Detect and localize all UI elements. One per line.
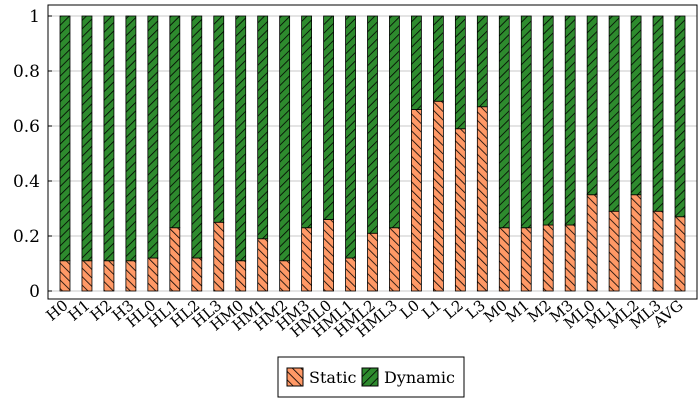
legend-box: [277, 356, 465, 398]
plot-frame: [47, 4, 698, 300]
bar-dynamic-hl3: [213, 15, 225, 223]
bar-dynamic-h3: [125, 15, 137, 262]
bar-dynamic-hl0: [147, 15, 159, 259]
y-tick-label: 0.6: [13, 117, 40, 137]
bar-dynamic-ml1: [608, 15, 620, 212]
bar-static-l1: [432, 100, 444, 292]
legend: Static Dynamic: [277, 356, 465, 398]
bar-dynamic-h1: [81, 15, 93, 262]
y-tick-label: 0.2: [13, 227, 40, 247]
bar-dynamic-avg: [674, 15, 686, 218]
y-tick-label: 1: [29, 7, 40, 27]
bar-dynamic-m3: [564, 15, 576, 226]
bar-static-l2: [454, 128, 466, 292]
bar-dynamic-l3: [476, 15, 488, 108]
bar-static-h0: [59, 260, 71, 292]
y-tick-label: 0.8: [13, 62, 40, 82]
bar-static-ml3: [652, 210, 664, 292]
bar-static-hl3: [213, 221, 225, 292]
bar-static-hm0: [235, 260, 247, 292]
bar-dynamic-hm0: [235, 15, 247, 262]
legend-swatch-dynamic: [361, 367, 379, 387]
bars: [59, 15, 686, 292]
bar-static-h3: [125, 260, 137, 292]
bar-static-hl0: [147, 257, 159, 292]
bar-static-avg: [674, 216, 686, 292]
legend-swatch-static: [286, 367, 304, 387]
bar-dynamic-m1: [520, 15, 532, 229]
bar-dynamic-hl1: [169, 15, 181, 229]
bar-static-hm1: [257, 238, 269, 292]
x-axis-labels: H0H1H2H3HL0HL1HL2HL3HM0HM1HM2HM3HML0HML1…: [43, 296, 687, 341]
bar-dynamic-m2: [542, 15, 554, 226]
bar-static-l0: [411, 109, 422, 292]
bar-dynamic-ml0: [586, 15, 598, 196]
bar-static-ml1: [608, 210, 620, 292]
bar-dynamic-ml3: [652, 15, 664, 212]
y-tick-label: 0: [29, 282, 40, 302]
bar-static-hm3: [301, 227, 313, 292]
bar-static-hml0: [323, 219, 334, 292]
legend-label-static: Static: [309, 368, 356, 387]
bar-dynamic-hm1: [257, 15, 269, 240]
bar-dynamic-hm2: [279, 15, 291, 262]
bar-static-hml2: [367, 232, 378, 292]
bar-dynamic-l2: [454, 15, 466, 130]
bar-static-ml0: [586, 194, 598, 292]
bar-static-hml1: [345, 257, 356, 292]
bar-static-m3: [564, 224, 576, 292]
bar-dynamic-hml3: [389, 15, 400, 229]
y-axis: 0 0.2 0.4 0.6 0.8 1: [13, 7, 52, 302]
bar-static-hm2: [279, 260, 291, 292]
bar-static-hl2: [191, 257, 203, 292]
bar-static-hl1: [169, 227, 181, 292]
bar-static-m0: [498, 227, 510, 292]
bar-dynamic-hl2: [191, 15, 203, 259]
bar-dynamic-hml0: [323, 15, 334, 220]
bar-dynamic-l1: [432, 15, 444, 102]
bar-static-l3: [476, 106, 488, 292]
bar-static-h2: [103, 260, 115, 292]
bar-static-ml2: [630, 194, 642, 292]
y-tick-label: 0.4: [13, 172, 40, 192]
bar-dynamic-l0: [411, 15, 422, 110]
bar-static-m1: [520, 227, 532, 292]
bar-dynamic-h0: [59, 15, 71, 262]
bar-dynamic-h2: [103, 15, 115, 262]
bar-dynamic-m0: [498, 15, 510, 229]
bar-static-h1: [81, 260, 93, 292]
legend-label-dynamic: Dynamic: [384, 368, 455, 387]
bar-dynamic-hml2: [367, 15, 378, 234]
bar-dynamic-ml2: [630, 15, 642, 196]
bar-static-m2: [542, 224, 554, 292]
bar-dynamic-hml1: [345, 15, 356, 259]
bar-dynamic-hm3: [301, 15, 313, 229]
bar-static-hml3: [389, 227, 400, 292]
